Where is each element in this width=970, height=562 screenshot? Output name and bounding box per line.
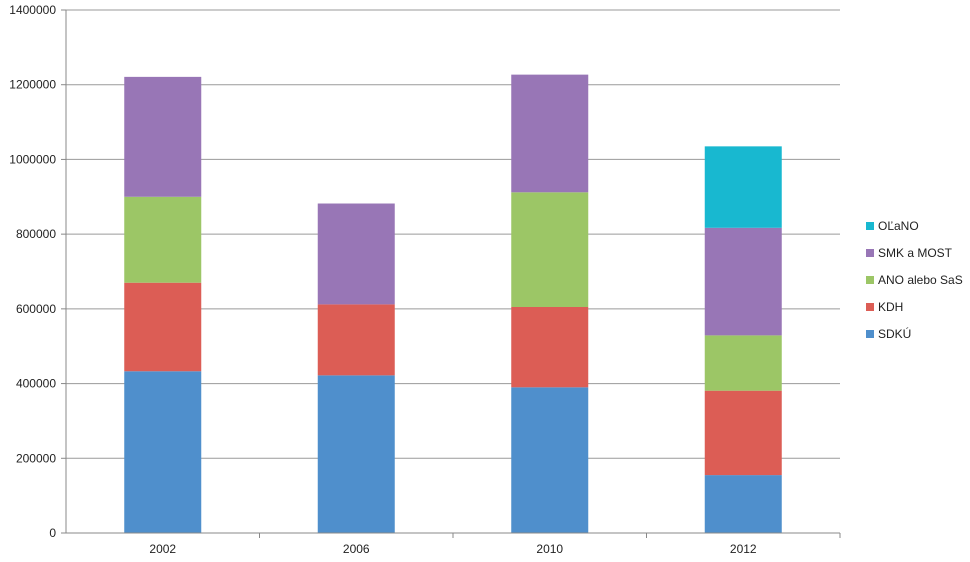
x-tick-label: 2002	[149, 542, 176, 556]
bar-segment	[124, 282, 202, 372]
legend-swatch	[866, 303, 874, 311]
legend: OĽaNO SMK a MOST ANO alebo SaS KDH SDKÚ	[866, 219, 963, 341]
y-tick-label: 1400000	[9, 3, 56, 17]
legend-swatch	[866, 330, 874, 338]
bar-segment	[704, 390, 782, 476]
bar-segment	[511, 306, 589, 388]
bars	[124, 74, 782, 533]
bar-segment	[124, 371, 202, 533]
y-tick-label: 1000000	[9, 152, 56, 166]
legend-label: SDKÚ	[878, 326, 911, 341]
bar-segment	[317, 203, 395, 305]
y-tick-label: 1200000	[9, 78, 56, 92]
bar-segment	[511, 192, 589, 307]
bar-segment	[511, 387, 589, 533]
bar-segment	[704, 227, 782, 336]
bar-segment	[704, 335, 782, 391]
y-tick-label: 800000	[16, 227, 56, 241]
y-tick-label: 200000	[16, 451, 56, 465]
bar-segment	[124, 76, 202, 197]
bar-segment	[317, 304, 395, 376]
legend-label: OĽaNO	[878, 219, 919, 233]
axes	[61, 9, 841, 538]
legend-swatch	[866, 249, 874, 257]
legend-label: ANO alebo SaS	[878, 273, 963, 287]
bar-segment	[317, 375, 395, 533]
legend-label: KDH	[878, 300, 903, 314]
y-tick-labels: 0 200000 400000 600000 800000 1000000 1200000 1…	[9, 3, 56, 540]
legend-label: SMK a MOST	[878, 246, 953, 260]
bar-segment	[704, 146, 782, 228]
bar-segment	[124, 196, 202, 283]
x-tick-label: 2006	[343, 542, 370, 556]
y-tick-label: 400000	[16, 377, 56, 391]
legend-swatch	[866, 276, 874, 284]
y-tick-label: 0	[49, 526, 56, 540]
x-tick-label: 2012	[730, 542, 757, 556]
x-tick-labels: 2002 2006 2010 2012	[149, 542, 757, 556]
bar-segment	[511, 74, 589, 193]
y-tick-label: 600000	[16, 302, 56, 316]
x-tick-label: 2010	[536, 542, 563, 556]
legend-swatch	[866, 222, 874, 230]
bar-segment	[704, 475, 782, 533]
